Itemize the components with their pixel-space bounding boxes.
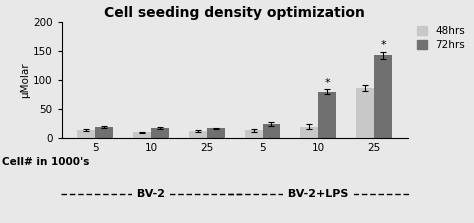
Bar <box>301 127 318 138</box>
Text: *: * <box>380 40 386 50</box>
Bar <box>318 92 336 138</box>
Bar <box>356 88 374 138</box>
Text: BV-2: BV-2 <box>133 189 169 199</box>
Bar <box>133 132 151 138</box>
Bar <box>95 127 113 138</box>
Title: Cell seeding density optimization: Cell seeding density optimization <box>104 6 365 20</box>
Bar <box>207 128 225 138</box>
Bar <box>189 131 207 138</box>
Bar <box>245 130 263 138</box>
Bar <box>77 130 95 138</box>
Bar <box>263 124 280 138</box>
Bar <box>151 128 169 138</box>
Legend: 48hrs, 72hrs: 48hrs, 72hrs <box>416 25 466 52</box>
Bar <box>374 55 392 138</box>
Y-axis label: µMolar: µMolar <box>20 62 30 98</box>
Text: *: * <box>324 78 330 88</box>
Text: BV-2+LPS: BV-2+LPS <box>284 189 352 199</box>
Text: Cell# in 1000's: Cell# in 1000's <box>2 157 90 167</box>
